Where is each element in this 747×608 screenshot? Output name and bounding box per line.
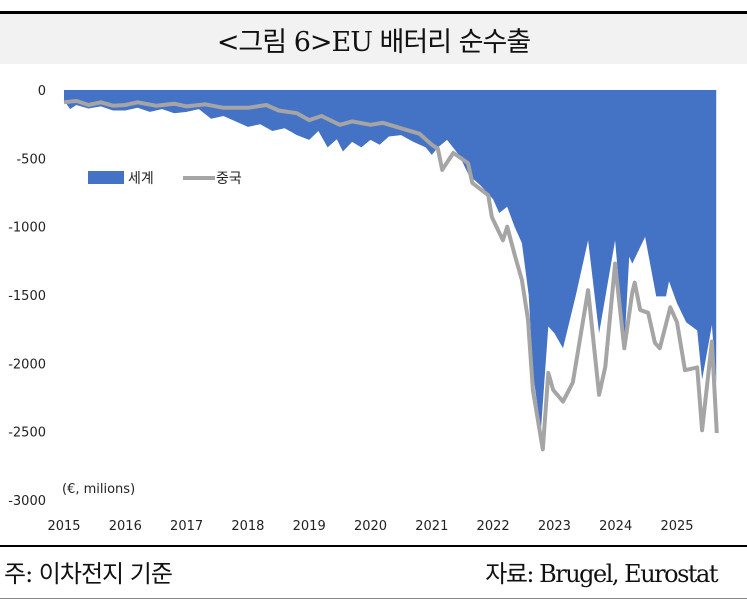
end-rule bbox=[0, 598, 747, 599]
y-tick-label: -2500 bbox=[8, 426, 46, 441]
x-tick-label: 2025 bbox=[660, 519, 693, 534]
y-tick-label: -1000 bbox=[8, 221, 46, 236]
x-tick-label: 2016 bbox=[109, 519, 142, 534]
x-tick-label: 2020 bbox=[354, 519, 387, 534]
legend-china-label: 중국 bbox=[216, 171, 242, 187]
footer-source: 자료: Brugel, Eurostat bbox=[485, 560, 718, 588]
x-tick-label: 2018 bbox=[231, 519, 264, 534]
unit-label: (€, milions) bbox=[62, 482, 135, 497]
y-tick-label: -3000 bbox=[8, 494, 46, 509]
x-tick-label: 2017 bbox=[170, 519, 203, 534]
top-rule bbox=[0, 11, 747, 14]
china-line-series bbox=[63, 98, 719, 452]
x-tick-label: 2015 bbox=[47, 519, 80, 534]
y-tick-label: -1500 bbox=[8, 289, 46, 304]
x-tick-label: 2023 bbox=[538, 519, 571, 534]
x-tick-label: 2022 bbox=[477, 519, 510, 534]
bottom-rule bbox=[0, 545, 747, 547]
footer-note: 주: 이차전지 기준 bbox=[4, 560, 173, 588]
x-tick-label: 2024 bbox=[599, 519, 632, 534]
title-bar: <그림 6>EU 배터리 순수출 bbox=[0, 14, 747, 64]
chart: 0 -500 -1000 -1500 -2000 -2500 -3000 2015 2016 2… bbox=[8, 84, 719, 534]
legend: 세계 중국 bbox=[88, 171, 242, 187]
y-tick-label: 0 bbox=[38, 84, 46, 99]
y-tick-label: -2000 bbox=[8, 357, 46, 372]
world-area-series bbox=[64, 90, 717, 431]
figure-title: <그림 6>EU 배터리 순수출 bbox=[216, 26, 531, 58]
legend-world-label: 세계 bbox=[128, 171, 154, 187]
y-tick-label: -500 bbox=[16, 152, 46, 167]
x-tick-label: 2019 bbox=[293, 519, 326, 534]
legend-world-swatch bbox=[88, 171, 124, 184]
x-tick-label: 2021 bbox=[415, 519, 448, 534]
